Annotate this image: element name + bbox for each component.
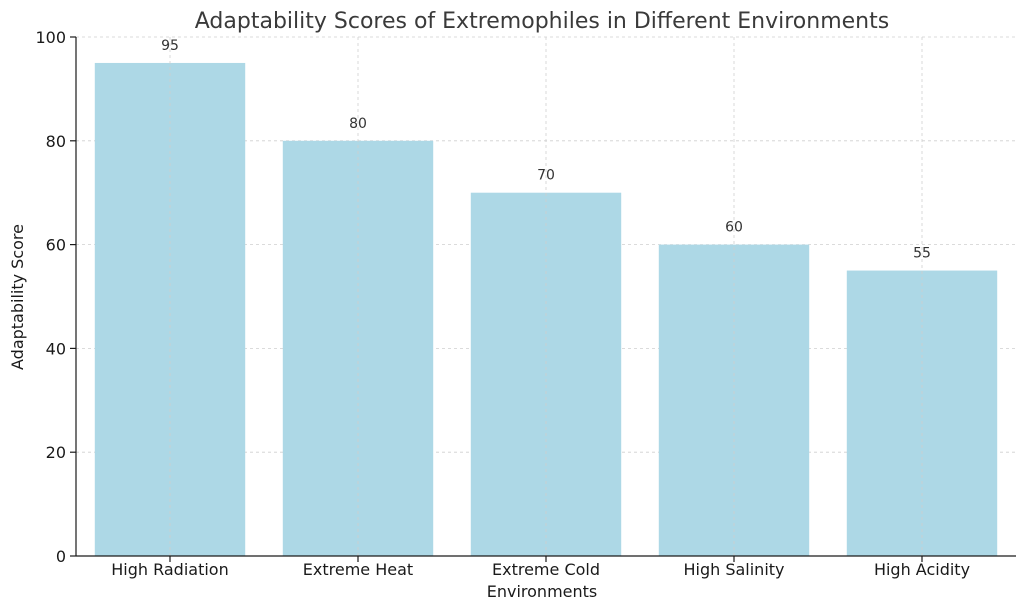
bar [282,140,434,557]
y-tick-label: 60 [46,236,66,255]
bar-value-label: 80 [349,116,367,132]
x-ticks: High Radiation Extreme Heat Extreme Cold Hi… [111,556,970,579]
chart-title: Adaptability Scores of Extremophiles in … [195,9,889,34]
x-axis-label: Environments [487,582,598,601]
x-tick-label: High Salinity [683,560,784,579]
x-tick-label: Extreme Cold [492,560,600,579]
bar-value-label: 60 [725,220,743,236]
bar [846,270,998,556]
y-axis-label: Adaptability Score [8,224,27,370]
bar-value-label: 55 [913,246,931,262]
x-tick-label: Extreme Heat [303,560,413,579]
bar-value-label: 70 [537,168,555,184]
y-tick-label: 20 [46,443,66,462]
y-tick-label: 80 [46,132,66,151]
bar-value-label: 95 [161,38,179,54]
data-labels: 95 80 70 60 55 [161,37,931,556]
y-tick-label: 0 [56,547,66,566]
y-ticks: 0 20 40 60 80 100 [35,28,76,566]
x-tick-label: High Radiation [111,560,228,579]
y-tick-label: 40 [46,339,66,358]
x-tick-label: High Acidity [874,560,970,579]
y-tick-label: 100 [35,28,66,47]
